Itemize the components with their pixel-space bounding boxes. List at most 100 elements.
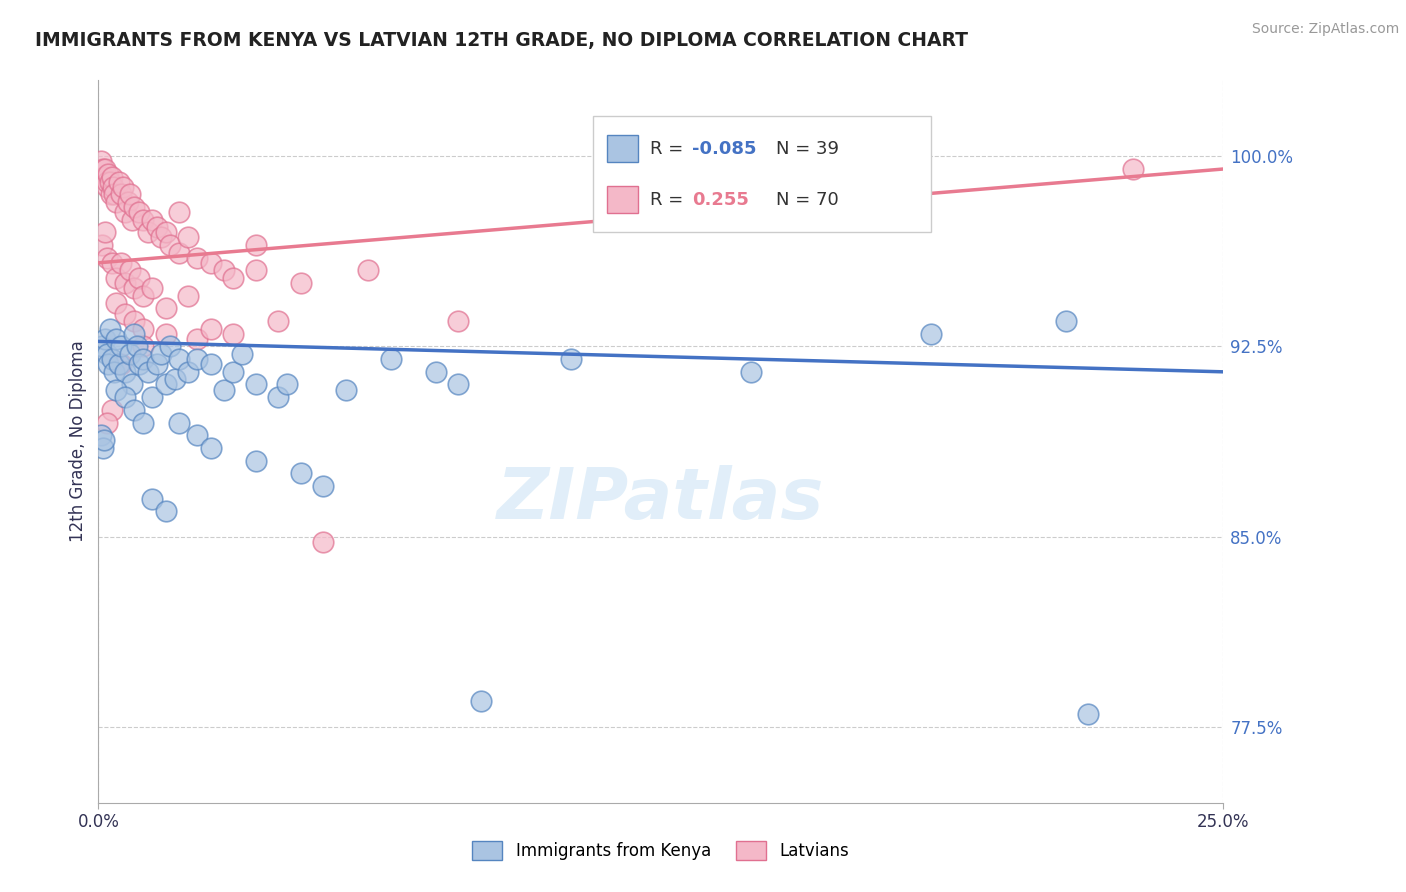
Point [105,296,128,310]
Point [128,357,150,371]
Point [169,205,191,219]
Point [245,263,267,277]
Point [118,187,141,202]
Point [124,281,146,295]
Point [1054,314,1077,328]
Point [132,322,155,336]
Point [560,352,582,367]
Point [425,365,447,379]
Point [141,212,163,227]
Point [91,441,114,455]
Point [132,416,155,430]
Point [118,263,141,277]
Point [118,347,141,361]
Point [214,383,236,397]
Point [267,390,290,404]
Point [150,230,173,244]
Point [150,347,173,361]
Point [447,314,470,328]
Point [103,187,125,202]
Point [132,339,155,353]
Point [96,416,118,430]
Point [117,194,139,209]
Point [107,175,129,189]
Point [114,205,136,219]
Point [91,339,114,353]
Point [121,212,143,227]
Point [94,332,117,346]
Point [96,251,118,265]
Point [290,276,312,290]
Point [214,263,236,277]
Point [97,167,120,181]
Point [222,271,245,285]
Point [128,205,150,219]
Point [124,314,146,328]
Point [136,226,159,240]
Point [357,263,380,277]
Point [186,251,208,265]
Point [155,377,177,392]
Point [101,179,124,194]
Point [141,281,163,295]
Point [93,434,115,448]
Point [267,314,290,328]
Point [186,352,208,367]
Point [125,339,148,353]
Point [91,238,114,252]
Point [132,289,155,303]
Point [222,326,245,341]
Point [169,416,191,430]
Point [276,377,298,392]
Point [132,212,155,227]
Text: N = 70: N = 70 [776,191,839,209]
Point [100,187,122,202]
Point [245,377,267,392]
Point [114,276,136,290]
Point [222,365,245,379]
Point [141,390,163,404]
Text: ZIPatlas: ZIPatlas [498,465,824,533]
Point [98,322,121,336]
Point [159,339,181,353]
Point [200,256,222,270]
Text: IMMIGRANTS FROM KENYA VS LATVIAN 12TH GRADE, NO DIPLOMA CORRELATION CHART: IMMIGRANTS FROM KENYA VS LATVIAN 12TH GR… [35,31,969,50]
Point [91,161,114,176]
Point [105,271,128,285]
Point [146,357,169,371]
Point [114,365,136,379]
Point [141,491,163,506]
Point [112,179,135,194]
Point [200,441,222,455]
Point [146,220,169,235]
Point [114,306,136,320]
Point [90,154,112,169]
Point [93,169,115,184]
Y-axis label: 12th Grade, No Diploma: 12th Grade, No Diploma [69,341,87,542]
Point [110,339,132,353]
Point [740,365,762,379]
Point [470,694,492,708]
Point [200,357,222,371]
Point [101,352,124,367]
Point [110,187,132,202]
Point [155,504,177,518]
Point [163,372,186,386]
Point [186,332,208,346]
Point [177,230,200,244]
Point [1122,161,1144,176]
Point [159,238,181,252]
Point [121,377,143,392]
Point [200,322,222,336]
Point [105,194,128,209]
Text: R =: R = [650,140,689,158]
Point [124,402,146,417]
Point [312,479,335,493]
Text: -0.085: -0.085 [692,140,756,158]
Text: 0.255: 0.255 [692,191,748,209]
Point [136,365,159,379]
Legend: Immigrants from Kenya, Latvians: Immigrants from Kenya, Latvians [465,834,856,867]
Point [101,169,124,184]
Point [380,352,402,367]
Point [96,179,118,194]
